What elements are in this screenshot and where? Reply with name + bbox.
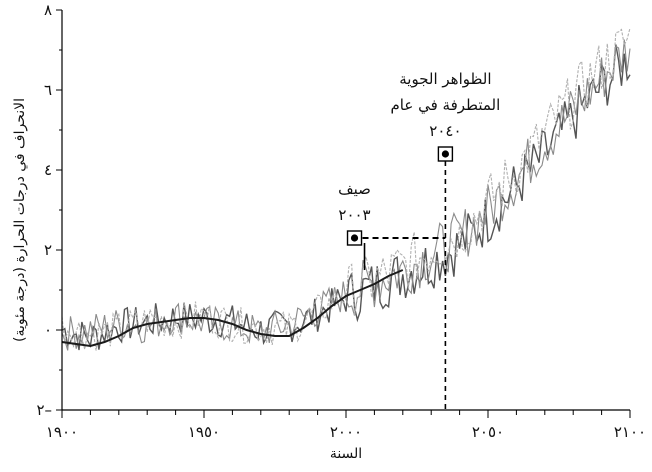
x-axis-title: السنة [330,446,362,462]
x-tick-label: ٢١٠٠ [614,423,646,441]
x-tick-label: ١٩٠٠ [46,423,78,441]
series-line-simulation-1 [61,44,631,351]
y-tick-label: ٠ [44,321,52,339]
annotation-label: ٢٠٤٠ [429,122,461,140]
annotation-label: المتطرفة في عام [391,96,501,115]
annotation-label: الظواهر الجوية [399,70,491,88]
annotation-marker-dot [441,150,449,158]
y-tick-label: ٨ [44,1,52,19]
series-line-smoothed-observed [61,269,404,348]
x-tick-label: ١٩٥٠ [188,423,220,441]
y-tick-label: ٦ [44,81,52,99]
annotation-marker-dot [350,234,359,242]
y-tick-label: ٢– [36,401,52,419]
annotation-summer-2003: صيف ٢٠٠٣ [338,180,371,270]
annotation-extreme-2040: الظواهر الجوية المتطرفة في عام ٢٠٤٠ [391,70,501,410]
y-axis-title: الانحراف في درجات الحرارة (درجة مئوية) [12,98,28,342]
y-axis: ٢– ٠ ٢ ٤ ٦ ٨ [36,1,63,419]
x-tick-label: ٢٠٠٠ [330,423,362,441]
y-tick-label: ٤ [44,161,52,179]
x-axis: ١٩٠٠ ١٩٥٠ ٢٠٠٠ ٢٠٥٠ ٢١٠٠ [46,409,646,441]
x-tick-label: ٢٠٥٠ [472,423,504,441]
series-line-simulation-3 [61,27,631,351]
annotation-label: ٢٠٠٣ [338,206,370,224]
annotation-label: صيف [338,180,371,198]
series-layer [61,27,631,351]
annotations-layer: صيف ٢٠٠٣ الظواهر الجوية المتطرفة في عام ٢٠٤٠ [338,70,500,410]
y-tick-label: ٢ [44,241,52,259]
